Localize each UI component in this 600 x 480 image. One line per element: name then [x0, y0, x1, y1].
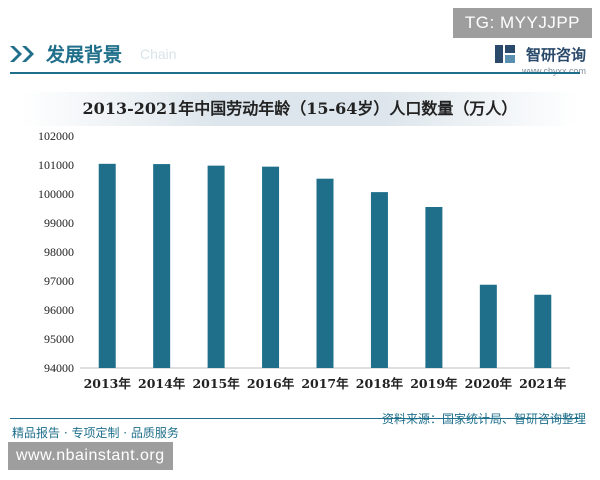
brand-name: 智研咨询: [525, 46, 586, 64]
bar-2021年: [534, 294, 552, 368]
x-tick-label: 2016年: [247, 376, 295, 391]
bar-2015年: [207, 165, 225, 368]
y-tick-label: 96000: [44, 303, 74, 317]
bar-2013年: [98, 163, 116, 368]
x-tick-label: 2018年: [356, 376, 404, 391]
y-tick-label: 95000: [44, 332, 74, 346]
bar-2018年: [370, 192, 388, 368]
y-tick-label: 99000: [44, 216, 74, 230]
bar-chart: 94000 95000 96000 97000 98000 99000 100000 1010…: [38, 129, 570, 391]
bar-2017年: [316, 178, 334, 368]
brand: 智研咨询: [486, 42, 586, 68]
x-tick-label: 2013年: [84, 376, 132, 391]
header-divider: [10, 72, 580, 74]
double-chevron-icon: [10, 46, 34, 62]
x-tick-label: 2017年: [301, 376, 349, 391]
y-tick-label: 94000: [44, 361, 74, 375]
y-tick-label: 100000: [38, 187, 74, 201]
bar-2020年: [479, 284, 497, 368]
brand-logo-icon: [495, 45, 515, 63]
ghost-chain-text: Chain: [140, 46, 177, 62]
footer-slogan: 精品报告 · 专项定制 · 品质服务: [12, 426, 179, 440]
x-tick-label: 2015年: [192, 376, 240, 391]
x-tick-label: 2014年: [138, 376, 186, 391]
y-tick-label: 102000: [38, 129, 74, 143]
brand-url: www.chyxx.com: [521, 66, 586, 76]
bar-2014年: [153, 164, 171, 368]
x-tick-label: 2019年: [410, 376, 458, 391]
x-tick-label: 2020年: [465, 376, 513, 391]
bar-2016年: [262, 166, 280, 368]
y-tick-label: 98000: [44, 245, 74, 259]
y-tick-label: 97000: [44, 274, 74, 288]
chart-title-band: 2013-2021年中国劳动年龄（15-64岁）人口数量（万人）: [22, 92, 578, 126]
section-title: 发展背景: [46, 44, 123, 66]
data-source: 资料来源：国家统计局、智研咨询整理: [381, 412, 586, 426]
footer-divider: [10, 418, 580, 419]
y-tick-label: 101000: [38, 158, 74, 172]
telegram-watermark: TG: MYYJJPP: [452, 8, 592, 38]
chart-title: 2013-2021年中国劳动年龄（15-64岁）人口数量（万人）: [82, 99, 518, 118]
site-watermark: www.nbainstant.org: [8, 442, 173, 470]
x-tick-label: 2021年: [519, 376, 567, 391]
bar-2019年: [425, 206, 443, 368]
